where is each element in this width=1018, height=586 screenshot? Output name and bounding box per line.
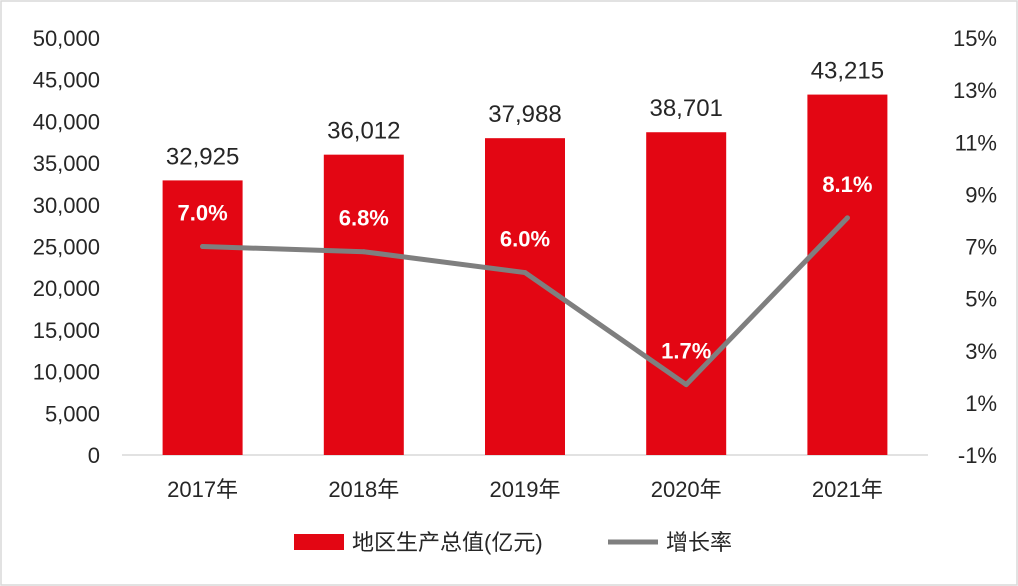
rate-value-label: 6.0% — [500, 227, 550, 252]
x-tick-label: 2019年 — [490, 477, 561, 502]
growth-rate-point — [522, 270, 528, 276]
y-left-tick-label: 5,000 — [45, 401, 100, 426]
bar-value-label: 38,701 — [649, 95, 722, 122]
y-left-tick-label: 30,000 — [33, 193, 100, 218]
rate-value-label: 7.0% — [178, 201, 228, 226]
y-right-tick-label: 13% — [953, 78, 997, 103]
bar-value-label: 43,215 — [811, 58, 884, 85]
y-left-tick-label: 45,000 — [33, 68, 100, 93]
growth-rate-point — [361, 249, 367, 255]
legend-line-label: 增长率 — [666, 530, 732, 555]
y-right-tick-label: 15% — [953, 26, 997, 51]
y-right-axis: -1% 1% 3% 5% 7% 9% 11% 13% 15% — [953, 26, 997, 468]
y-left-tick-label: 40,000 — [33, 109, 100, 134]
bar-value-label: 32,925 — [166, 143, 239, 170]
x-tick-label: 2017年 — [167, 477, 238, 502]
y-left-tick-label: 15,000 — [33, 318, 100, 343]
y-left-tick-label: 50,000 — [33, 26, 100, 51]
growth-rate-point — [844, 215, 850, 221]
y-left-tick-label: 35,000 — [33, 151, 100, 176]
x-tick-label: 2020年 — [651, 477, 722, 502]
bar-2017年 — [162, 180, 243, 455]
rate-value-label: 6.8% — [339, 206, 389, 231]
y-left-tick-label: 25,000 — [33, 235, 100, 260]
bar-value-label: 37,988 — [488, 101, 561, 128]
growth-rate-point — [683, 382, 689, 388]
x-axis: 2017年 2018年 2019年 2020年 2021年 — [167, 477, 883, 502]
bar-2018年 — [323, 154, 404, 456]
y-right-tick-label: 1% — [965, 391, 997, 416]
x-tick-label: 2018年 — [328, 477, 399, 502]
growth-rate-point — [200, 244, 206, 249]
rate-labels-group: 7.0% 6.8% 6.0% 1.7% 8.1% — [178, 172, 873, 364]
y-right-tick-label: 3% — [965, 339, 997, 364]
y-left-axis: 0 5,000 10,000 15,000 20,000 25,000 30,000 35,0… — [33, 26, 100, 468]
growth-line-group — [200, 215, 850, 388]
bar-labels-group: 32,925 36,012 37,988 38,701 43,215 — [166, 58, 884, 171]
legend-bar-label: 地区生产总值(亿元) — [352, 530, 543, 555]
y-right-tick-label: 11% — [955, 130, 997, 155]
bar-2021年 — [807, 94, 888, 455]
bar-2019年 — [485, 138, 565, 455]
y-left-tick-label: 0 — [88, 443, 100, 468]
y-left-tick-label: 10,000 — [33, 360, 100, 385]
bars-group — [162, 94, 888, 456]
y-right-tick-label: -1% — [958, 443, 997, 468]
y-left-tick-label: 20,000 — [33, 276, 100, 301]
y-right-tick-label: 5% — [965, 287, 997, 312]
bar-value-label: 36,012 — [327, 118, 400, 145]
rate-value-label: 1.7% — [661, 339, 711, 364]
legend-bar-swatch — [294, 534, 344, 550]
y-right-tick-label: 7% — [965, 235, 997, 260]
x-tick-label: 2021年 — [812, 477, 883, 502]
legend: 地区生产总值(亿元) 增长率 — [294, 530, 732, 555]
bar-2020年 — [646, 132, 727, 456]
y-right-tick-label: 9% — [965, 182, 997, 207]
rate-value-label: 8.1% — [822, 172, 872, 197]
